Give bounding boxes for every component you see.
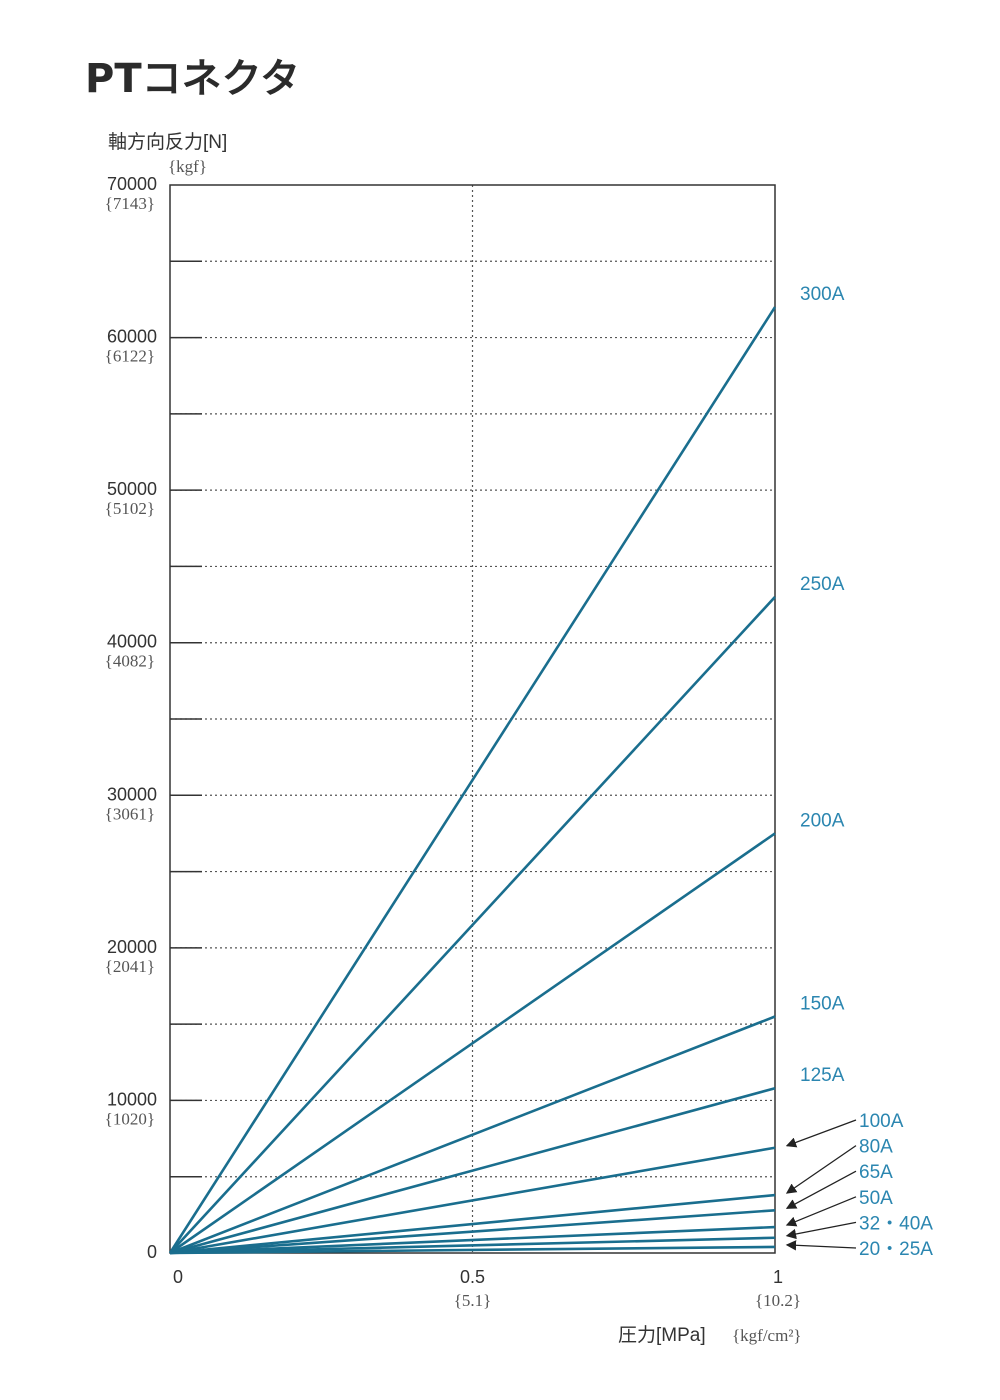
series-label: 65A xyxy=(859,1162,893,1183)
series-labels: 300A 250A 200A 150A 125A 100A 80A 65A 50A 32・40A 2… xyxy=(785,284,933,1260)
series-line xyxy=(169,832,776,1255)
grid xyxy=(170,185,775,1253)
x-tick-sublabel: {10.2} xyxy=(755,1291,801,1310)
y-tick-label: 10000 xyxy=(107,1089,157,1109)
series-label: 250A xyxy=(800,574,845,595)
series-line xyxy=(169,1208,776,1255)
y-tick-label: 40000 xyxy=(107,632,157,652)
series-label: 80A xyxy=(859,1137,893,1158)
y-tick-label: 0 xyxy=(147,1242,157,1262)
y-tick-sublabel: {1020} xyxy=(105,1109,155,1128)
series-label: 125A xyxy=(800,1065,845,1086)
series-label-pointer xyxy=(785,1119,857,1148)
y-axis-unit-label: {kgf} xyxy=(168,157,207,176)
x-tick-label: 0.5 xyxy=(460,1267,485,1287)
axis-ticks: 010000{1020}20000{2041}30000{3061}40000{… xyxy=(105,174,801,1310)
series-line xyxy=(169,1225,776,1255)
series-line xyxy=(169,1245,776,1255)
y-tick-sublabel: {2041} xyxy=(105,957,155,976)
series-line xyxy=(169,1193,776,1255)
y-tick-sublabel: {7143} xyxy=(105,194,155,213)
series-label: 200A xyxy=(800,810,845,831)
y-tick-label: 30000 xyxy=(107,784,157,804)
series-label-pointer xyxy=(785,1196,857,1227)
y-tick-sublabel: {4082} xyxy=(105,652,155,671)
x-axis-unit-label: {kgf/cm²} xyxy=(732,1326,802,1345)
y-tick-label: 60000 xyxy=(107,327,157,347)
x-tick-sublabel: {5.1} xyxy=(454,1291,492,1310)
y-tick-sublabel: {5102} xyxy=(105,499,155,518)
series-lines xyxy=(168,306,777,1255)
series-label-pointer xyxy=(785,1221,857,1240)
y-tick-sublabel: {6122} xyxy=(105,347,155,366)
y-tick-label: 50000 xyxy=(107,479,157,499)
y-axis-label: 軸方向反力[N] xyxy=(108,131,227,153)
y-tick-sublabel: {3061} xyxy=(105,804,155,823)
series-label: 32・40A xyxy=(859,1213,933,1234)
series-line xyxy=(169,1146,776,1255)
series-line xyxy=(169,1015,776,1255)
x-tick-label: 1 xyxy=(773,1267,783,1287)
x-axis-label: 圧力[MPa] xyxy=(618,1324,706,1346)
series-label: 100A xyxy=(859,1111,904,1132)
series-line xyxy=(169,1086,776,1255)
x-tick-label: 0 xyxy=(173,1267,183,1287)
series-label-pointer xyxy=(785,1170,857,1209)
series-label: 50A xyxy=(859,1188,893,1209)
series-label-pointer xyxy=(785,1240,857,1251)
series-line xyxy=(168,306,777,1254)
y-tick-label: 70000 xyxy=(107,174,157,194)
series-line xyxy=(169,596,776,1254)
series-label-pointer xyxy=(785,1145,857,1194)
y-tick-label: 20000 xyxy=(107,937,157,957)
chart-title: PTコネクタ xyxy=(85,56,300,102)
series-line xyxy=(169,1236,776,1255)
series-label: 300A xyxy=(800,284,845,305)
series-label: 150A xyxy=(800,994,845,1015)
series-label: 20・25A xyxy=(859,1239,933,1260)
